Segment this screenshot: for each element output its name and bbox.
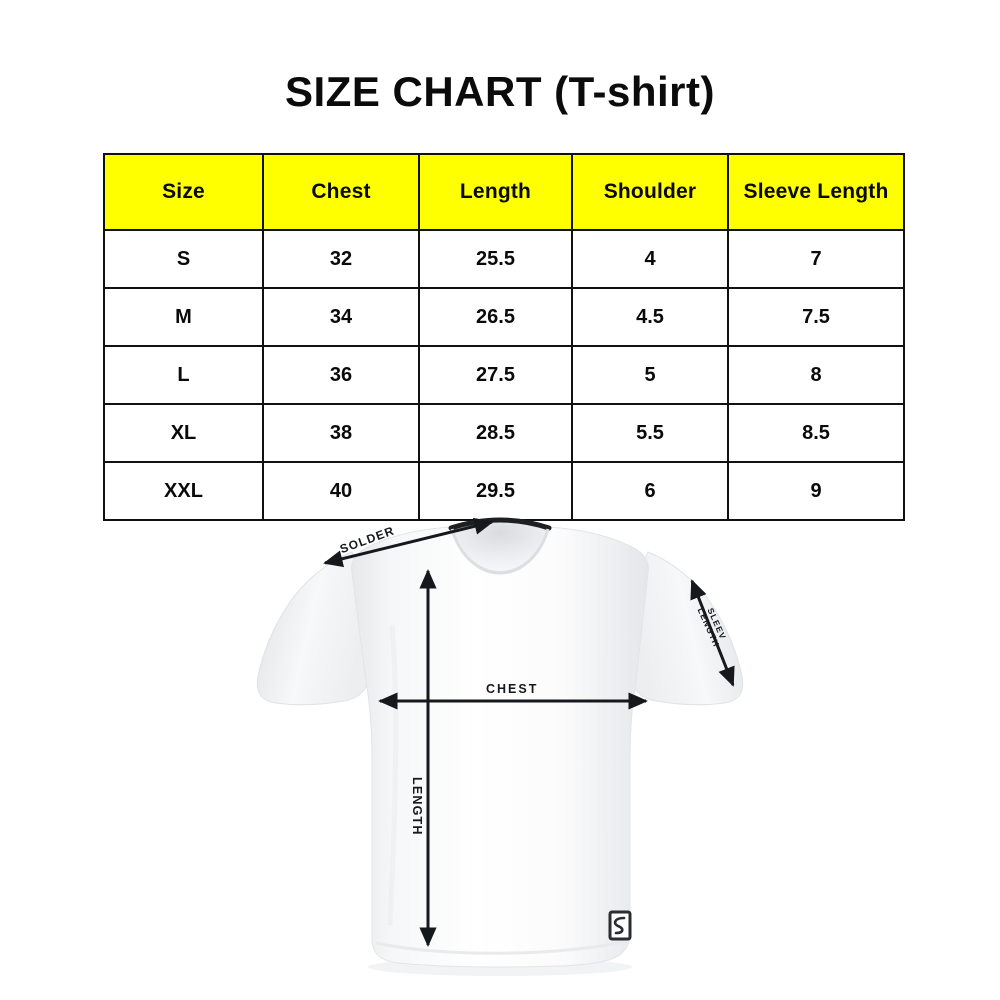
cell-length: 26.5 (418, 287, 573, 347)
chest-label: CHEST (486, 682, 539, 696)
shoulder-arrow (323, 517, 494, 568)
brand-tag (608, 910, 632, 941)
tshirt-measurement-diagram: SOLDER CHEST LENGTH SLEEV LENGTH (0, 505, 1000, 1000)
left-sleeve (256, 551, 373, 706)
page-title: SIZE CHART (T-shirt) (285, 68, 715, 115)
table-row: XXL 40 29.5 6 9 (103, 461, 905, 521)
cell-shoulder: 4 (571, 229, 729, 289)
cell-shoulder: 5.5 (571, 403, 729, 463)
table-row: L 36 27.5 5 8 (103, 345, 905, 405)
column-header-shoulder: Shoulder (571, 153, 729, 231)
column-header-size: Size (103, 153, 264, 231)
cell-chest: 38 (262, 403, 420, 463)
cell-chest: 34 (262, 287, 420, 347)
table-row: M 34 26.5 4.5 7.5 (103, 287, 905, 347)
cell-shoulder: 5 (571, 345, 729, 405)
hem-line (375, 939, 627, 955)
tshirt-illustration (256, 517, 744, 976)
table-row: XL 38 28.5 5.5 8.5 (103, 403, 905, 463)
cell-sleeve-length: 7.5 (727, 287, 905, 347)
cell-chest: 36 (262, 345, 420, 405)
table-header-row: Size Chest Length Shoulder Sleeve Length (103, 153, 905, 231)
cell-chest: 32 (262, 229, 420, 289)
fabric-fold (601, 624, 613, 926)
length-label: LENGTH (410, 777, 424, 836)
cell-size: S (103, 229, 264, 289)
cell-length: 28.5 (418, 403, 573, 463)
table-row: S 32 25.5 4 7 (103, 229, 905, 289)
cell-size: XL (103, 403, 264, 463)
cell-shoulder: 6 (571, 461, 729, 521)
cell-size: L (103, 345, 264, 405)
cell-size: M (103, 287, 264, 347)
sleeve-length-arrow (690, 579, 735, 687)
cell-sleeve-length: 7 (727, 229, 905, 289)
cell-sleeve-length: 8.5 (727, 403, 905, 463)
column-header-length: Length (418, 153, 573, 231)
column-header-chest: Chest (262, 153, 420, 231)
cell-size: XXL (103, 461, 264, 521)
size-chart-table: Size Chest Length Shoulder Sleeve Length… (103, 153, 905, 521)
size-chart-container: Size Chest Length Shoulder Sleeve Length… (103, 153, 905, 521)
cell-sleeve-length: 8 (727, 345, 905, 405)
cell-sleeve-length: 9 (727, 461, 905, 521)
cell-length: 27.5 (418, 345, 573, 405)
cell-length: 25.5 (418, 229, 573, 289)
cell-shoulder: 4.5 (571, 287, 729, 347)
column-header-sleeve-length: Sleeve Length (727, 153, 905, 231)
fabric-fold (387, 624, 399, 926)
